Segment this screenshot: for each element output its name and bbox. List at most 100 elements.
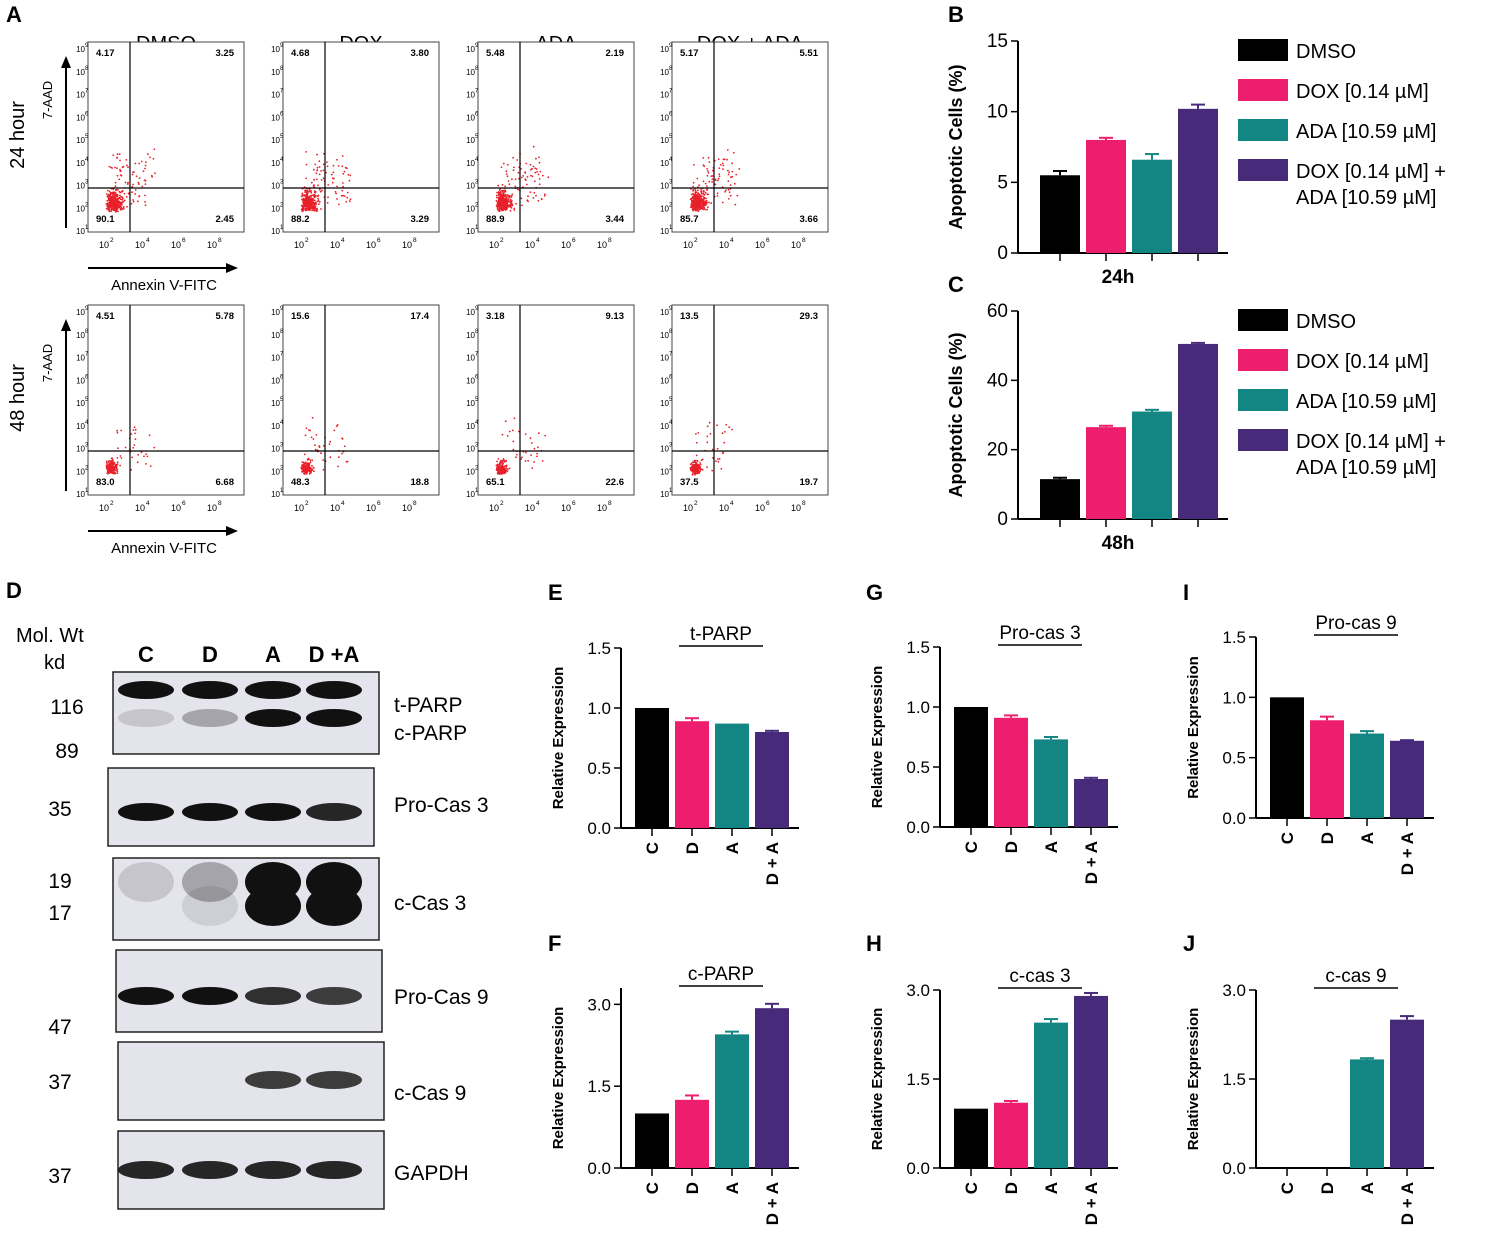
event-dot bbox=[693, 200, 696, 203]
legend-swatch bbox=[1238, 349, 1288, 371]
bar bbox=[715, 723, 749, 828]
x-tick-label: 10 bbox=[366, 503, 376, 513]
x-tick-label: 10 bbox=[561, 240, 571, 250]
protein-band bbox=[306, 1161, 362, 1179]
event-dot bbox=[710, 202, 713, 205]
x-tick-label: 10 bbox=[489, 240, 499, 250]
event-dot bbox=[115, 193, 118, 196]
event-dot bbox=[537, 432, 540, 435]
event-dot bbox=[308, 207, 311, 210]
bar bbox=[1390, 1019, 1424, 1168]
event-dot bbox=[706, 168, 708, 170]
event-dot bbox=[693, 204, 696, 207]
event-dot bbox=[702, 164, 705, 167]
event-dot bbox=[309, 461, 312, 464]
event-dot bbox=[336, 158, 338, 161]
quadrant-percent: 37.5 bbox=[680, 477, 699, 488]
x-tick-label: 10 bbox=[525, 240, 535, 250]
x-tick-label: 10 bbox=[135, 503, 145, 513]
bar bbox=[1034, 1022, 1068, 1168]
event-dot bbox=[693, 470, 696, 473]
legend-swatch bbox=[1238, 429, 1288, 451]
event-dot bbox=[303, 201, 306, 203]
quadrant-percent: 3.44 bbox=[606, 214, 625, 225]
y-tick-label: 10 bbox=[76, 445, 85, 454]
event-dot bbox=[729, 194, 732, 197]
x-tick-exponent: 4 bbox=[146, 500, 150, 507]
event-dot bbox=[116, 431, 119, 434]
event-dot bbox=[322, 445, 325, 447]
x-tick-label: 10 bbox=[683, 503, 693, 513]
event-dot bbox=[507, 180, 510, 182]
x-tick-exponent: 4 bbox=[730, 500, 734, 507]
event-dot bbox=[336, 424, 339, 426]
event-dot bbox=[708, 161, 711, 164]
event-dot bbox=[504, 206, 506, 208]
bar bbox=[715, 1034, 749, 1168]
panel-letter-a: A bbox=[6, 2, 22, 27]
x-tick-label: C bbox=[962, 1182, 981, 1194]
event-dot bbox=[119, 174, 122, 176]
event-dot bbox=[111, 200, 114, 203]
event-dot bbox=[301, 461, 304, 464]
event-dot bbox=[712, 169, 714, 172]
event-dot bbox=[692, 192, 694, 195]
y-tick-label: 0.0 bbox=[906, 818, 930, 837]
event-dot bbox=[499, 195, 501, 198]
event-dot bbox=[144, 194, 146, 197]
y-tick-label: 3.0 bbox=[587, 995, 611, 1014]
y-tick-exponent: 9 bbox=[280, 43, 284, 49]
y-tick-exponent: 6 bbox=[85, 111, 89, 117]
protein-band bbox=[306, 803, 362, 821]
event-dot bbox=[693, 461, 695, 464]
event-dot bbox=[331, 177, 334, 180]
event-dot bbox=[703, 190, 705, 193]
event-dot bbox=[311, 416, 314, 419]
event-dot bbox=[702, 199, 705, 202]
event-dot bbox=[314, 444, 316, 446]
event-dot bbox=[736, 194, 739, 197]
y-tick-label: 10 bbox=[76, 113, 85, 122]
y-tick-exponent: 9 bbox=[85, 306, 89, 312]
event-dot bbox=[307, 462, 309, 465]
y-tick-exponent: 9 bbox=[85, 43, 89, 49]
mol-weight: 35 bbox=[48, 798, 71, 821]
event-dot bbox=[135, 175, 138, 178]
event-dot bbox=[708, 201, 710, 204]
lane-label: D bbox=[202, 642, 218, 667]
event-dot bbox=[707, 156, 710, 159]
quadrant-percent: 4.68 bbox=[291, 48, 310, 59]
event-dot bbox=[115, 469, 118, 472]
quadrant-percent: 4.51 bbox=[96, 311, 115, 322]
event-dot bbox=[699, 463, 702, 466]
event-dot bbox=[348, 200, 351, 203]
event-dot bbox=[309, 470, 312, 473]
x-tick-exponent: 6 bbox=[572, 500, 576, 507]
x-tick-label: D bbox=[1002, 1182, 1021, 1194]
event-dot bbox=[304, 194, 307, 196]
event-dot bbox=[700, 459, 703, 462]
event-dot bbox=[690, 199, 693, 202]
event-dot bbox=[508, 196, 511, 199]
event-dot bbox=[310, 181, 313, 184]
event-dot bbox=[699, 467, 702, 470]
bar bbox=[1350, 1059, 1384, 1168]
event-dot bbox=[496, 465, 499, 468]
event-dot bbox=[141, 185, 144, 188]
mol-weight: 37 bbox=[48, 1071, 71, 1094]
y-tick-exponent: 6 bbox=[475, 374, 479, 380]
event-dot bbox=[506, 435, 509, 437]
event-dot bbox=[529, 163, 532, 166]
bar bbox=[1178, 343, 1218, 519]
event-dot bbox=[524, 433, 527, 435]
event-dot bbox=[691, 473, 694, 476]
event-dot bbox=[514, 178, 517, 181]
event-dot bbox=[731, 428, 733, 431]
event-dot bbox=[544, 193, 546, 196]
event-dot bbox=[706, 466, 708, 469]
event-dot bbox=[716, 447, 719, 450]
event-dot bbox=[313, 470, 315, 473]
x-tick-exponent: 8 bbox=[218, 500, 222, 507]
event-dot bbox=[309, 203, 312, 206]
